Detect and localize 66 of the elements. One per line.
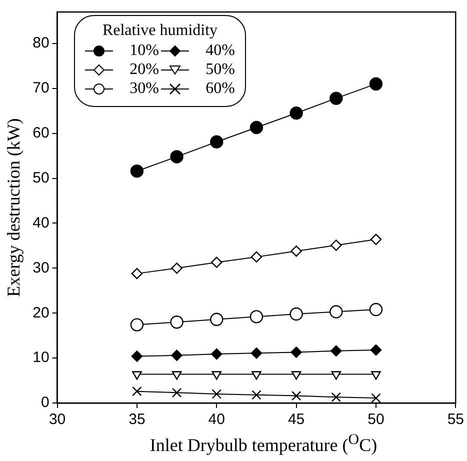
point — [210, 312, 224, 326]
x-tick-label: 45 — [288, 411, 305, 428]
point — [290, 245, 302, 257]
legend-label: 30% — [128, 80, 159, 98]
point — [171, 350, 182, 361]
point — [172, 371, 182, 380]
y-tick-label: 50 — [32, 169, 50, 186]
point — [330, 92, 343, 105]
x-tick-label: 50 — [368, 411, 384, 428]
x-tick-label: 40 — [208, 411, 225, 428]
point — [330, 240, 342, 251]
legend-title: Relative humidity — [101, 22, 219, 40]
point — [369, 302, 383, 316]
point — [330, 305, 343, 318]
point — [212, 389, 222, 399]
y-tick-label: 40 — [32, 214, 50, 232]
point — [211, 256, 222, 268]
point — [131, 268, 143, 280]
legend-label: 50% — [204, 61, 235, 79]
point — [250, 348, 262, 359]
point — [172, 388, 182, 398]
point — [252, 371, 262, 380]
point — [369, 77, 383, 91]
point — [330, 345, 342, 356]
point — [132, 371, 142, 380]
point — [331, 371, 342, 380]
legend-label: 20% — [128, 61, 159, 79]
point — [290, 307, 303, 321]
y-tick-label: 20 — [32, 304, 50, 322]
legend-label: 10% — [128, 42, 159, 60]
point — [250, 310, 264, 324]
y-tick-label: 0 — [40, 394, 50, 412]
y-tick-label: 30 — [32, 259, 50, 276]
point — [211, 348, 222, 360]
point — [250, 120, 264, 134]
point — [210, 135, 224, 148]
point — [131, 350, 143, 362]
y-tick-label: 70 — [32, 80, 50, 97]
y-tick-label: 60 — [32, 124, 50, 142]
y-tick-label: 10 — [32, 349, 50, 366]
x-tick-label: 30 — [48, 411, 66, 428]
point — [212, 371, 222, 380]
point — [171, 262, 182, 274]
x-axis-title: Inlet Drybulb temperature ($^{O}$C) — [148, 432, 378, 456]
point — [170, 316, 184, 329]
point — [290, 106, 303, 120]
point — [132, 386, 142, 396]
x-tick-label: 55 — [447, 411, 464, 428]
point — [130, 164, 144, 178]
point — [290, 346, 302, 358]
point — [371, 393, 381, 403]
point — [331, 392, 341, 402]
point — [252, 390, 262, 400]
point — [130, 318, 144, 332]
point — [370, 234, 382, 246]
point — [291, 371, 302, 380]
y-tick-label: 80 — [32, 34, 50, 52]
point — [170, 150, 184, 164]
point — [250, 251, 262, 263]
legend-label: 60% — [204, 80, 235, 98]
point — [371, 371, 381, 380]
point — [291, 390, 302, 401]
legend-label: 40% — [204, 42, 235, 60]
y-axis-title: Exergy destruction (kW) — [4, 118, 24, 297]
x-tick-label: 35 — [128, 411, 146, 428]
point — [370, 344, 382, 356]
